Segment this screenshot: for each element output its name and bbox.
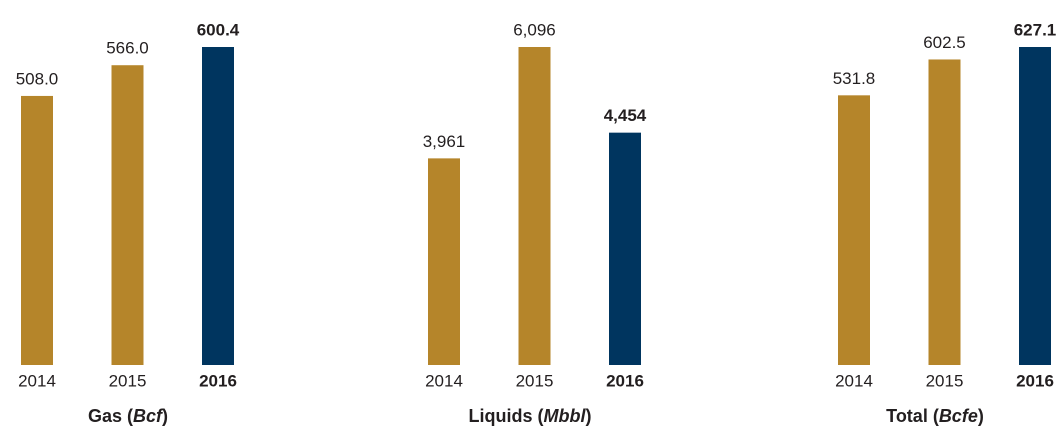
- title-part: Mbbl: [544, 406, 587, 426]
- category-label: 2015: [109, 371, 147, 390]
- title-part: Liquids (: [469, 406, 544, 426]
- bar-chart: 508.0 2014 566.0 2015 600.4 2016 Gas (Bcf): [16, 20, 240, 425]
- category-label: 2014: [18, 371, 56, 390]
- bar: [111, 65, 144, 366]
- value-label: 531.8: [833, 69, 876, 88]
- value-label: 508.0: [16, 69, 59, 88]
- value-label: 6,096: [513, 20, 556, 39]
- value-label: 4,454: [604, 106, 647, 125]
- bar: [838, 95, 870, 365]
- category-label: 2016: [199, 371, 237, 390]
- title-part: ): [978, 406, 984, 426]
- bar: [428, 158, 460, 365]
- title-part: Total (: [886, 406, 939, 426]
- title-part: Gas (: [88, 406, 133, 426]
- chart-title: Gas (Bcf): [88, 406, 168, 426]
- bar: [1019, 47, 1051, 365]
- category-label: 2014: [425, 371, 463, 390]
- bar-chart: 531.8 2014 602.5 2015 627.1 2016 Total (Bcfe): [833, 20, 1057, 425]
- title-part: ): [586, 406, 592, 426]
- category-label: 2014: [835, 371, 873, 390]
- value-label: 602.5: [923, 33, 966, 52]
- category-label: 2015: [516, 371, 554, 390]
- bar: [609, 132, 641, 365]
- title-part: ): [162, 406, 168, 426]
- bar: [928, 59, 961, 366]
- chart-title: Liquids (Mbbl): [469, 406, 592, 426]
- title-part: Bcf: [133, 406, 164, 426]
- chart-title: Total (Bcfe): [886, 406, 984, 426]
- bar: [21, 95, 53, 365]
- bar: [202, 47, 234, 365]
- title-part: Bcfe: [939, 406, 978, 426]
- value-label: 600.4: [197, 20, 240, 39]
- bar: [518, 47, 551, 365]
- value-label: 627.1: [1014, 20, 1057, 39]
- category-label: 2016: [606, 371, 644, 390]
- bar-chart: 3,961 2014 6,096 2015 4,454 2016 Liquids (Mbbl…: [423, 20, 647, 425]
- value-label: 3,961: [423, 132, 466, 151]
- category-label: 2015: [926, 371, 964, 390]
- category-label: 2016: [1016, 371, 1054, 390]
- value-label: 566.0: [106, 39, 149, 58]
